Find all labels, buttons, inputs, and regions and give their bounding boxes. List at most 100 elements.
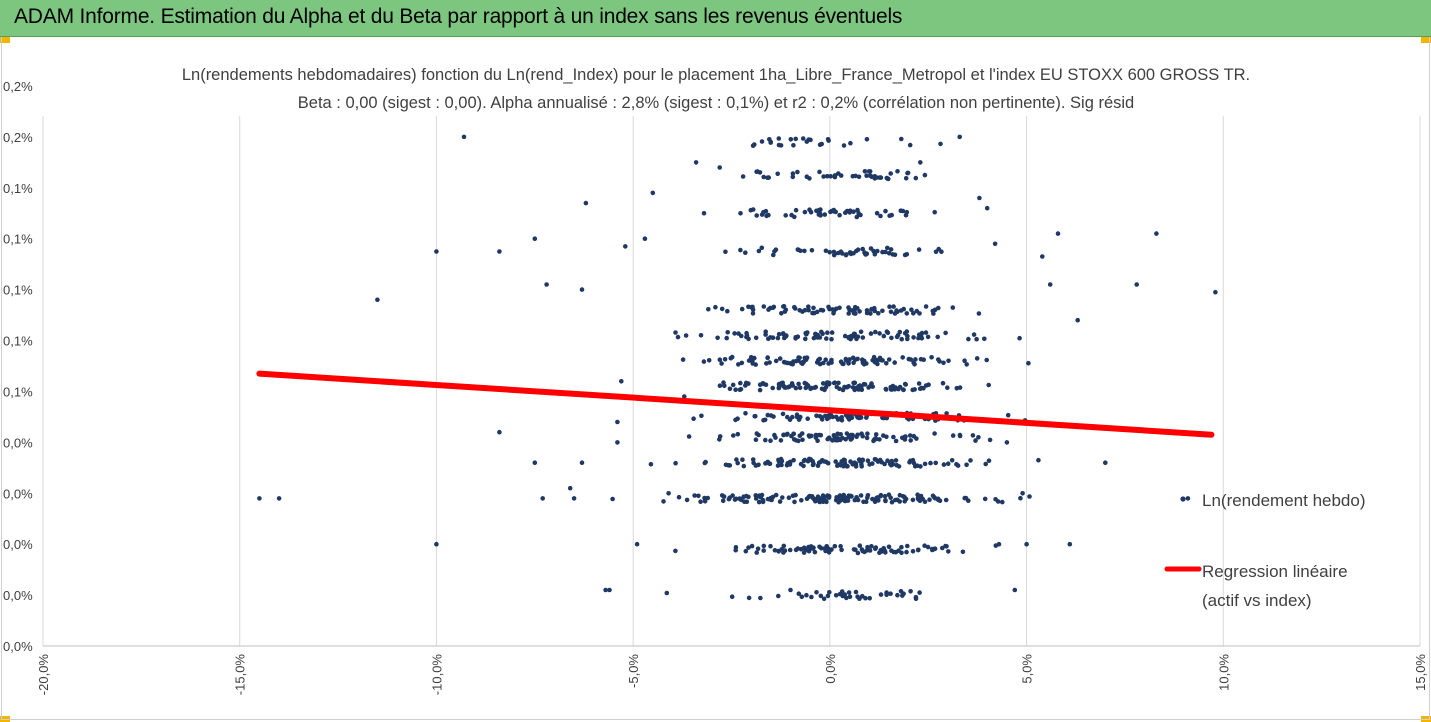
data-point (750, 311, 756, 316)
data-point (701, 359, 707, 364)
data-point (843, 437, 848, 442)
data-point (763, 329, 768, 335)
regression-line-group (256, 370, 1215, 438)
data-point (760, 499, 766, 505)
data-point (733, 547, 738, 553)
data-point (461, 134, 467, 140)
data-point (880, 308, 885, 314)
data-point (873, 357, 879, 363)
data-point (741, 463, 747, 469)
data-point (818, 593, 824, 599)
data-point (864, 137, 870, 142)
data-point (877, 331, 882, 336)
data-point (904, 209, 910, 215)
data-point (1012, 587, 1018, 593)
data-point (802, 355, 808, 361)
data-point (757, 382, 763, 388)
data-point (910, 549, 916, 554)
chart-title-line-1: Ln(rendements hebdomadaires) fonction du… (182, 66, 1250, 84)
x-tick-label: -15,0% (233, 654, 248, 696)
data-point (746, 494, 751, 500)
data-point (938, 141, 943, 147)
data-point (733, 496, 739, 502)
data-point (780, 411, 786, 417)
data-point (717, 165, 722, 170)
data-point (825, 593, 831, 599)
data-point (945, 461, 951, 467)
data-point (941, 462, 947, 467)
data-point (873, 432, 879, 437)
data-point (880, 358, 885, 363)
data-point (858, 493, 864, 498)
data-point (908, 438, 913, 443)
data-point (843, 210, 848, 215)
data-point (813, 331, 818, 337)
data-point (898, 208, 904, 213)
data-point (743, 548, 749, 554)
data-point (776, 593, 781, 599)
data-point (772, 548, 778, 553)
data-point (847, 357, 852, 362)
data-point (864, 435, 870, 441)
data-point (820, 381, 826, 386)
data-point (755, 169, 760, 174)
data-point (797, 433, 803, 439)
data-point (763, 461, 768, 466)
data-point (756, 248, 762, 254)
data-point (1067, 541, 1073, 547)
data-point (851, 380, 856, 386)
data-point (1047, 282, 1053, 287)
data-point (257, 496, 262, 501)
data-point (833, 459, 838, 464)
data-point (540, 496, 545, 501)
data-point (793, 136, 798, 142)
data-point (839, 547, 844, 553)
data-point (933, 249, 939, 255)
data-point (751, 460, 756, 466)
data-point (844, 252, 849, 257)
data-point (1020, 491, 1025, 496)
data-point (673, 330, 678, 335)
data-point (806, 544, 811, 550)
data-point (911, 311, 916, 316)
data-point (780, 380, 785, 386)
data-point (817, 211, 823, 216)
data-point (868, 246, 874, 251)
data-point (899, 544, 904, 550)
data-point (932, 546, 938, 551)
data-point (696, 493, 701, 499)
data-point (916, 247, 922, 252)
data-point (811, 545, 816, 550)
data-point (917, 590, 922, 595)
data-point (619, 379, 624, 384)
x-tick-label: -5,0% (626, 654, 641, 688)
data-point (775, 463, 781, 468)
data-point (817, 335, 823, 340)
data-point (846, 590, 852, 595)
data-point (872, 308, 878, 314)
data-point (923, 383, 929, 388)
data-point (693, 160, 699, 165)
data-point (791, 431, 796, 437)
data-point (886, 357, 892, 362)
data-point (804, 592, 809, 598)
data-point (964, 362, 969, 367)
data-point (823, 357, 828, 363)
data-point (761, 548, 766, 553)
data-point (497, 249, 502, 254)
data-point (732, 331, 737, 336)
data-point (853, 464, 859, 469)
data-point (691, 416, 696, 422)
data-point (919, 330, 925, 336)
data-point (836, 380, 841, 386)
data-point (859, 431, 864, 437)
data-point (862, 169, 868, 174)
data-point (913, 175, 919, 181)
data-point (865, 431, 870, 437)
data-point (744, 330, 749, 336)
data-point (882, 493, 888, 499)
data-point (853, 589, 859, 595)
data-point (849, 434, 855, 439)
data-point (954, 385, 960, 391)
data-point (788, 587, 793, 593)
